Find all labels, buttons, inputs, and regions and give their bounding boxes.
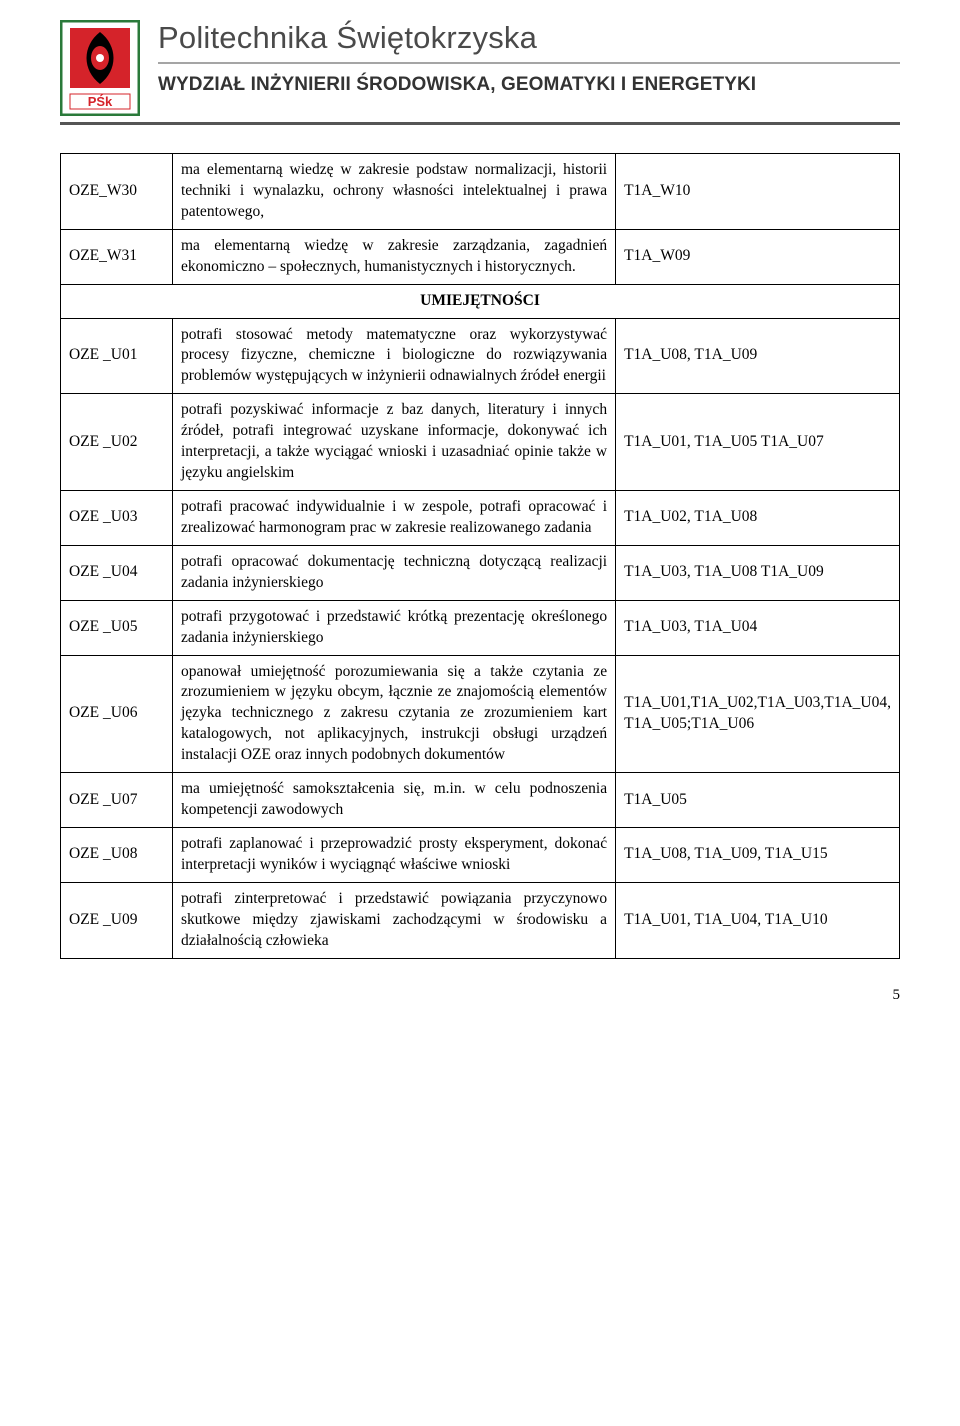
table-row: OZE _U03potrafi pracować indywidualnie i… (61, 490, 900, 545)
table-row: OZE _U06opanował umiejętność porozumiewa… (61, 655, 900, 773)
outcome-description: potrafi zaplanować i przeprowadzić prost… (173, 827, 616, 882)
outcome-code: OZE _U07 (61, 773, 173, 828)
university-logo: PŚk (60, 20, 140, 116)
outcome-reference: T1A_U08, T1A_U09, T1A_U15 (616, 827, 900, 882)
outcome-description: potrafi zinterpretować i przedstawić pow… (173, 882, 616, 958)
outcome-code: OZE _U05 (61, 600, 173, 655)
outcome-description: ma elementarną wiedzę w zakresie podstaw… (173, 154, 616, 230)
outcome-reference: T1A_U03, T1A_U04 (616, 600, 900, 655)
outcome-code: OZE _U09 (61, 882, 173, 958)
outcome-reference: T1A_U05 (616, 773, 900, 828)
outcome-code: OZE_W30 (61, 154, 173, 230)
table-row: OZE _U01potrafi stosować metody matematy… (61, 318, 900, 394)
table-row: OZE _U02potrafi pozyskiwać informacje z … (61, 394, 900, 491)
svg-text:PŚk: PŚk (88, 94, 113, 109)
outcome-code: OZE _U08 (61, 827, 173, 882)
table-row: OZE _U08potrafi zaplanować i przeprowadz… (61, 827, 900, 882)
page-number: 5 (60, 987, 900, 1004)
outcome-description: ma umiejętność samokształcenia się, m.in… (173, 773, 616, 828)
outcome-description: ma elementarną wiedzę w zakresie zarządz… (173, 229, 616, 284)
outcome-description: potrafi pracować indywidualnie i w zespo… (173, 490, 616, 545)
outcome-description: potrafi opracować dokumentację techniczn… (173, 545, 616, 600)
outcome-code: OZE _U06 (61, 655, 173, 773)
outcome-reference: T1A_W09 (616, 229, 900, 284)
table-row: OZE _U07ma umiejętność samokształcenia s… (61, 773, 900, 828)
outcome-description: potrafi przygotować i przedstawić krótką… (173, 600, 616, 655)
outcome-code: OZE _U03 (61, 490, 173, 545)
table-row: OZE_W30ma elementarną wiedzę w zakresie … (61, 154, 900, 230)
outcome-code: OZE_W31 (61, 229, 173, 284)
outcome-reference: T1A_U03, T1A_U08 T1A_U09 (616, 545, 900, 600)
table-row: OZE_W31ma elementarną wiedzę w zakresie … (61, 229, 900, 284)
outcome-reference: T1A_U08, T1A_U09 (616, 318, 900, 394)
outcome-code: OZE _U04 (61, 545, 173, 600)
faculty-name: WYDZIAŁ INŻYNIERII ŚRODOWISKA, GEOMATYKI… (158, 74, 900, 96)
outcome-description: potrafi pozyskiwać informacje z baz dany… (173, 394, 616, 491)
section-header: UMIEJĘTNOŚCI (61, 284, 900, 318)
outcome-reference: T1A_U01, T1A_U05 T1A_U07 (616, 394, 900, 491)
section-header-row: UMIEJĘTNOŚCI (61, 284, 900, 318)
table-row: OZE _U04potrafi opracować dokumentację t… (61, 545, 900, 600)
outcome-code: OZE _U01 (61, 318, 173, 394)
outcomes-table: OZE_W30ma elementarną wiedzę w zakresie … (60, 153, 900, 959)
outcome-reference: T1A_U01,T1A_U02,T1A_U03,T1A_U04, T1A_U05… (616, 655, 900, 773)
table-row: OZE _U09potrafi zinterpretować i przedst… (61, 882, 900, 958)
outcome-reference: T1A_U01, T1A_U04, T1A_U10 (616, 882, 900, 958)
outcome-code: OZE _U02 (61, 394, 173, 491)
header-text-block: Politechnika Świętokrzyska WYDZIAŁ INŻYN… (158, 20, 900, 96)
page-header: PŚk Politechnika Świętokrzyska WYDZIAŁ I… (60, 20, 900, 116)
outcome-description: potrafi stosować metody matematyczne ora… (173, 318, 616, 394)
header-divider-thick (60, 122, 900, 125)
outcome-description: opanował umiejętność porozumiewania się … (173, 655, 616, 773)
outcome-reference: T1A_U02, T1A_U08 (616, 490, 900, 545)
university-name: Politechnika Świętokrzyska (158, 20, 900, 56)
header-divider-thin (158, 62, 900, 64)
table-row: OZE _U05potrafi przygotować i przedstawi… (61, 600, 900, 655)
outcome-reference: T1A_W10 (616, 154, 900, 230)
